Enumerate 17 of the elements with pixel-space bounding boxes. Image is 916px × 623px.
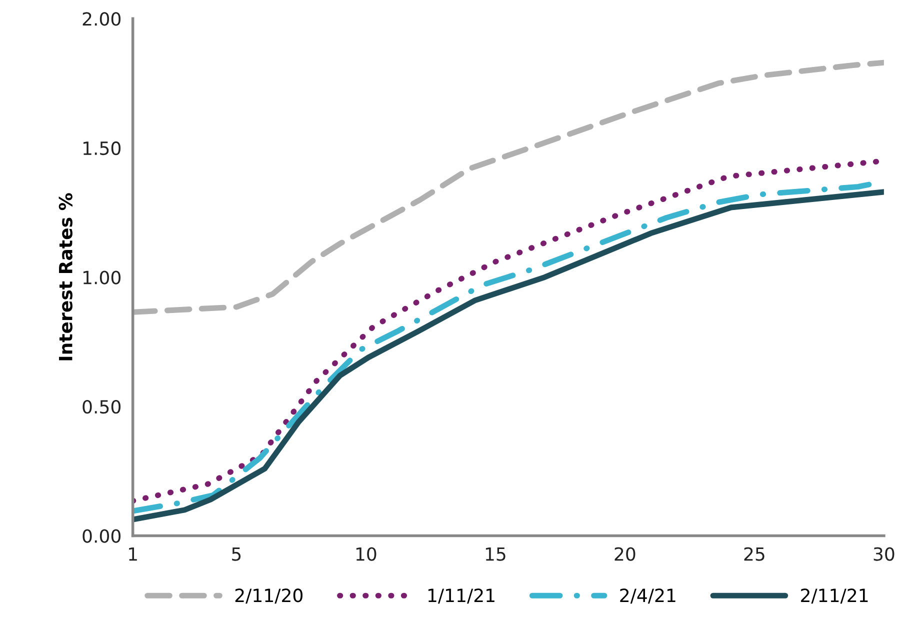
y-tick-label: 2.00 [82, 12, 121, 26]
legend-label: 1/11/21 [428, 588, 494, 604]
legend-label: 2/11/21 [801, 588, 868, 604]
y-tick-label: 1.00 [83, 270, 121, 284]
y-tick-label: 0.50 [82, 400, 121, 414]
y-tick-label: 1.50 [83, 141, 121, 156]
x-tick-label: 30 [874, 547, 894, 561]
x-tick-label: 1 [129, 547, 137, 561]
x-tick-label: 20 [614, 547, 636, 561]
legend-label: 2/11/20 [235, 588, 302, 604]
y-axis-title: Interest Rates % [58, 193, 72, 360]
legend-label: 2/4/21 [620, 588, 676, 604]
x-tick-label: 5 [232, 547, 241, 561]
x-tick-label: 15 [486, 547, 506, 561]
x-tick-label: 10 [356, 547, 376, 561]
x-tick-label: 25 [744, 547, 764, 561]
y-tick-label: 0.00 [82, 529, 121, 543]
